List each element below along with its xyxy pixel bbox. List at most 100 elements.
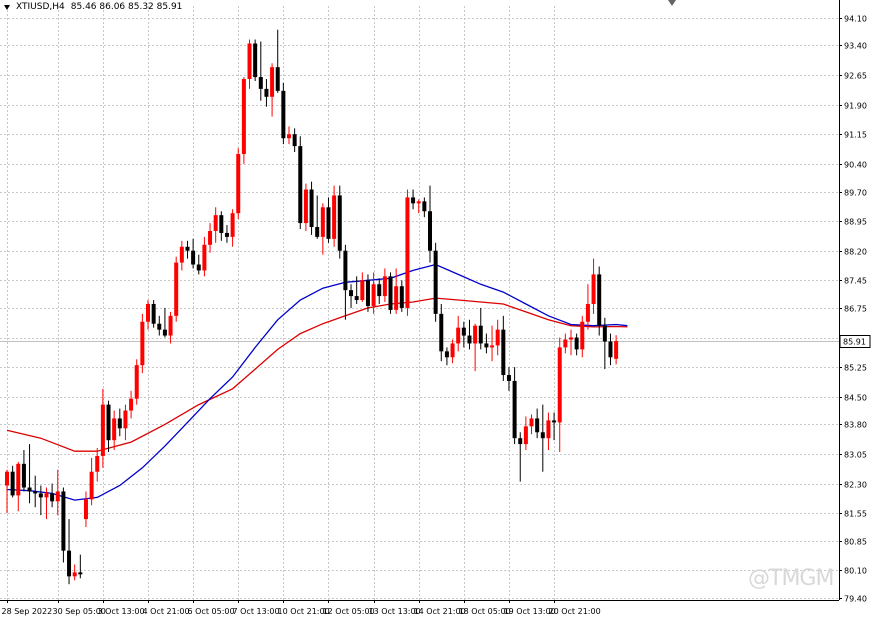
x-tick-label: 30 Sep 05:00 xyxy=(53,607,106,616)
candle-body xyxy=(38,493,43,498)
x-tick-label: 7 Oct 13:00 xyxy=(233,607,280,616)
candle-body xyxy=(416,201,421,204)
candle-body xyxy=(602,325,607,342)
candle-body xyxy=(95,455,100,472)
x-tick-label: 14 Oct 21:00 xyxy=(414,607,466,616)
candle-body xyxy=(247,43,252,80)
chart-header: XTIUSD,H4 85.46 86.06 85.32 85.91 xyxy=(4,2,182,12)
candle-body xyxy=(264,88,269,97)
candle-body xyxy=(377,284,382,297)
grid-lines xyxy=(0,6,839,600)
candle-body xyxy=(546,420,551,439)
candle-body xyxy=(146,303,150,322)
candle-body xyxy=(444,351,449,358)
candle-body xyxy=(292,134,297,147)
candle-body xyxy=(326,207,331,239)
y-tick-label: 88.95 xyxy=(844,218,867,227)
candle-body xyxy=(72,572,77,577)
x-tick-label: 4 Oct 21:00 xyxy=(143,607,190,616)
candle-body xyxy=(337,195,342,251)
y-tick-label: 92.65 xyxy=(844,72,867,81)
candle-body xyxy=(157,323,162,330)
candle-body xyxy=(61,491,66,551)
candle-body xyxy=(518,438,523,445)
candle-body xyxy=(27,487,32,492)
candle-body xyxy=(140,321,145,366)
ma-slow-line xyxy=(6,297,628,452)
candle-body xyxy=(50,493,55,502)
y-tick-label: 94.10 xyxy=(844,15,867,24)
y-tick-label: 80.10 xyxy=(844,567,867,576)
candle-body xyxy=(450,343,455,358)
candle-body xyxy=(106,404,111,441)
candle-body xyxy=(303,189,308,224)
candle-body xyxy=(332,195,337,239)
candle-body xyxy=(123,410,128,429)
candle-body xyxy=(343,250,348,291)
y-tick-label: 89.70 xyxy=(844,189,867,198)
candle-body xyxy=(281,90,286,139)
candle-body xyxy=(241,79,246,155)
candle-body xyxy=(473,325,478,344)
candle-body xyxy=(456,327,461,344)
y-tick-label: 91.90 xyxy=(844,102,867,111)
candle-body xyxy=(309,189,314,228)
candle-body xyxy=(461,327,466,336)
y-tick-label: 82.30 xyxy=(844,481,867,490)
candle-body xyxy=(365,280,370,306)
candle-body xyxy=(540,432,545,439)
x-tick-label: 6 Oct 05:00 xyxy=(188,607,235,616)
candle-body xyxy=(55,491,60,502)
candle-body xyxy=(501,329,506,376)
candle-body xyxy=(230,213,235,237)
dropdown-triangle-icon[interactable] xyxy=(4,4,10,10)
candle-body xyxy=(134,365,139,399)
y-tick-label: 80.85 xyxy=(844,538,867,547)
candle-body xyxy=(89,471,94,500)
symbol-timeframe: XTIUSD,H4 xyxy=(16,2,65,12)
ohlc-readout: 85.46 86.06 85.32 85.91 xyxy=(70,2,183,12)
candle-body xyxy=(529,418,534,427)
candle-body xyxy=(495,329,500,346)
y-tick-label: 85.25 xyxy=(844,364,867,373)
candle-body xyxy=(253,43,258,78)
last-price-label: 85.91 xyxy=(843,338,866,347)
candle-body xyxy=(557,347,562,423)
candle-body xyxy=(411,197,416,204)
candle-body xyxy=(191,250,196,265)
candle-body xyxy=(394,286,399,310)
candle-body xyxy=(597,274,602,326)
candle-body xyxy=(591,274,596,304)
y-tick-label: 91.15 xyxy=(844,131,867,140)
candle-body xyxy=(428,211,432,251)
y-tick-label: 86.75 xyxy=(844,305,867,314)
candle-body xyxy=(16,463,21,496)
candle-body xyxy=(236,154,241,214)
shift-marker-icon[interactable] xyxy=(668,0,676,6)
candle-body xyxy=(224,232,229,237)
candle-body xyxy=(219,215,224,233)
y-tick-label: 83.80 xyxy=(844,421,867,430)
candle-body xyxy=(354,296,359,301)
candle-body xyxy=(506,375,511,381)
candle-body xyxy=(422,201,427,212)
candle-body xyxy=(213,215,218,231)
candle-body xyxy=(523,426,528,445)
candle-body xyxy=(467,335,472,344)
candle-body xyxy=(585,303,590,322)
candle-body xyxy=(569,337,573,340)
candle-body xyxy=(185,246,190,251)
candle-body xyxy=(439,313,444,352)
candle-body xyxy=(117,418,122,429)
candle-body xyxy=(608,341,613,358)
candle-body xyxy=(179,246,184,263)
last-price-box xyxy=(839,335,871,348)
candle-body xyxy=(67,550,72,577)
x-tick-label: 20 Oct 21:00 xyxy=(549,607,601,616)
candle-body xyxy=(580,321,585,350)
candle-body xyxy=(371,284,376,306)
watermark-logo: @TMGM xyxy=(748,566,834,591)
candle-body xyxy=(275,67,280,91)
